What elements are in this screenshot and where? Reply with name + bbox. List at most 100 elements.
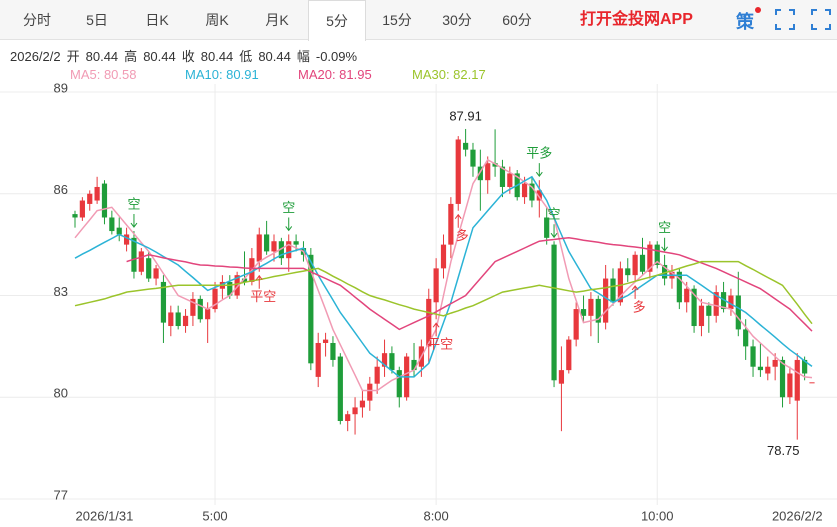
candle-body (433, 268, 439, 303)
quote-label: 低 (239, 49, 253, 64)
period-tab[interactable]: 30分 (442, 12, 472, 28)
candle-body (639, 254, 646, 272)
candle-body (123, 234, 130, 245)
quote-date: 2026/2/2 (10, 49, 61, 64)
legend-entry: MA20: 81.95 (298, 67, 372, 82)
quote-value: 80.44 (143, 49, 176, 64)
quote-label: 幅 (296, 49, 310, 64)
candle-body (558, 370, 565, 384)
min-label: 78.75 (767, 443, 800, 458)
candle-body (470, 149, 476, 167)
candle-body (610, 278, 616, 303)
candle-body (160, 281, 167, 323)
x-tick-label: 10:00 (641, 508, 674, 523)
candle-body (720, 292, 727, 310)
candle-body (779, 359, 786, 398)
candle-body (190, 298, 196, 316)
candle-body (580, 309, 587, 316)
signal-arrow (550, 224, 558, 239)
candle-body (772, 359, 778, 367)
candle-body (507, 173, 513, 187)
candle-body (654, 244, 660, 265)
y-tick-label: 89 (54, 80, 68, 95)
signal-arrow (285, 217, 293, 232)
candle-body (440, 244, 447, 269)
notice-dot (755, 7, 761, 13)
x-tick-label: 2026/2/2 (772, 508, 823, 523)
period-tab[interactable]: 分时 (23, 12, 51, 28)
signal-arrow (432, 322, 440, 337)
legend-entry: MA30: 82.17 (412, 67, 486, 82)
signal-arrow (130, 214, 138, 228)
candle-body (79, 200, 85, 218)
ma-line (74, 175, 813, 378)
period-tab[interactable]: 15分 (382, 12, 412, 28)
candle-body (647, 244, 653, 272)
candle-body (728, 295, 734, 310)
candle-body (706, 305, 712, 316)
candle-body (757, 366, 764, 371)
period-tab[interactable]: 5日 (86, 12, 108, 28)
quote-line: 2026/2/2 开 80.44 高 80.44 收 80.44 低 80.44 幅 -0.09% (10, 46, 363, 65)
candle-body (241, 278, 248, 282)
candle-body (603, 278, 609, 323)
period-tab[interactable]: 月K (265, 12, 289, 28)
candle-body (566, 339, 572, 371)
candle-body (308, 254, 314, 364)
signal-label: 平多 (526, 146, 552, 161)
ma-line (126, 237, 813, 332)
candle-body (367, 383, 373, 401)
candle-body (463, 142, 469, 150)
x-tick-label: 2026/1/31 (76, 508, 134, 523)
candle-body (551, 244, 557, 381)
candle-body (662, 264, 668, 279)
candle-body (536, 190, 542, 201)
signal-arrow (535, 163, 543, 178)
candle-body (426, 298, 432, 347)
quote-label: 高 (124, 49, 138, 64)
candle-body (337, 356, 343, 421)
candle-body (787, 373, 793, 398)
candle-body (286, 241, 292, 259)
candle-body (352, 407, 358, 415)
candle-body (411, 359, 417, 371)
candle-body (234, 275, 240, 296)
app-link[interactable]: 打开金投网APP (580, 11, 693, 28)
period-tab[interactable]: 60分 (502, 12, 532, 28)
period-tab[interactable]: 5分 (308, 0, 366, 41)
signal-label: 空 (548, 207, 561, 222)
legend-entry: MA5: 80.58 (70, 67, 137, 82)
candle-body (153, 268, 159, 279)
signal-label: 平空 (250, 289, 276, 304)
period-tab[interactable]: 周K (205, 12, 229, 28)
candle-body (322, 339, 329, 343)
signal-arrow (255, 274, 263, 289)
quote-label: 开 (66, 49, 80, 64)
strategy-icon[interactable]: 策 (736, 12, 754, 32)
period-tab[interactable]: 日K (145, 12, 169, 28)
candle-body (315, 342, 321, 377)
candle-body (345, 414, 351, 421)
max-label: 87.91 (449, 108, 482, 123)
candle-body (278, 241, 284, 259)
candle-body (359, 400, 366, 408)
candle-body (374, 366, 380, 384)
candle-body (205, 309, 211, 320)
candle-body (713, 292, 719, 316)
candle-body (212, 288, 218, 310)
candle-body (182, 315, 189, 327)
ma-line (74, 158, 813, 392)
candle-body (492, 163, 498, 167)
candle-body (381, 353, 388, 367)
candle-body (94, 186, 100, 201)
candle-body (448, 203, 454, 245)
candle-body (138, 251, 144, 272)
legend-entry: MA10: 80.91 (185, 67, 259, 82)
y-tick-label: 77 (54, 487, 68, 502)
candle-body (168, 312, 174, 327)
signal-label: 多 (633, 299, 646, 314)
candle-body (146, 258, 152, 279)
x-tick-label: 8:00 (423, 508, 448, 523)
quote-value: 80.44 (200, 49, 234, 64)
